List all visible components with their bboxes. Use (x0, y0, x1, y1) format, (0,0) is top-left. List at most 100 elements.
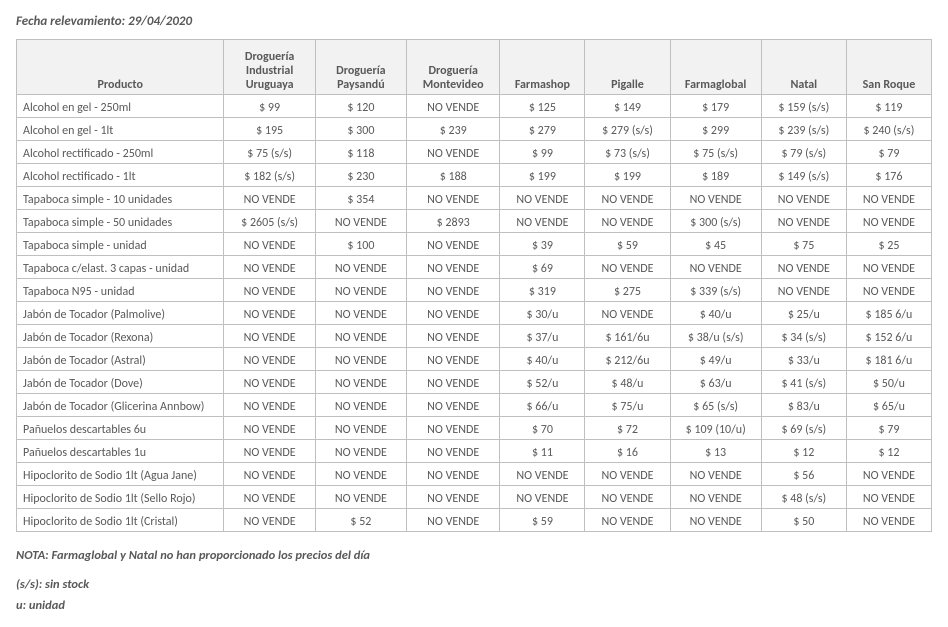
price-cell: $ 73 (s/s) (585, 141, 670, 164)
price-cell: $ 109 (10/u) (670, 417, 761, 440)
table-row: Jabón de Tocador (Glicerina Annbow)NO VE… (17, 394, 932, 417)
col-header-product: Producto (17, 40, 224, 95)
price-cell: NO VENDE (315, 210, 406, 233)
col-header-store: Droguería Industrial Uruguaya (224, 40, 315, 95)
price-cell: $ 199 (585, 164, 670, 187)
price-cell: NO VENDE (224, 394, 315, 417)
price-cell: NO VENDE (315, 348, 406, 371)
price-cell: NO VENDE (407, 187, 500, 210)
table-row: Tapaboca simple - 10 unidadesNO VENDE$ 3… (17, 187, 932, 210)
product-cell: Hipoclorito de Sodio 1lt (Cristal) (17, 509, 224, 532)
price-cell: NO VENDE (407, 417, 500, 440)
table-row: Alcohol en gel - 250ml$ 99$ 120NO VENDE$… (17, 95, 932, 118)
col-header-store: San Roque (846, 40, 931, 95)
product-cell: Alcohol rectificado - 250ml (17, 141, 224, 164)
product-cell: Tapaboca c/elast. 3 capas - unidad (17, 256, 224, 279)
table-row: Tapaboca N95 - unidadNO VENDENO VENDENO … (17, 279, 932, 302)
price-cell: NO VENDE (224, 463, 315, 486)
price-cell: $ 63/u (670, 371, 761, 394)
price-cell: $ 50/u (846, 371, 931, 394)
price-cell: $ 279 (500, 118, 585, 141)
price-cell: NO VENDE (761, 187, 846, 210)
price-cell: NO VENDE (761, 256, 846, 279)
price-cell: NO VENDE (407, 371, 500, 394)
price-cell: $ 12 (761, 440, 846, 463)
price-cell: NO VENDE (585, 509, 670, 532)
price-cell: $ 25 (846, 233, 931, 256)
price-cell: $ 120 (315, 95, 406, 118)
survey-date-value: 29/04/2020 (128, 14, 192, 29)
price-cell: NO VENDE (585, 302, 670, 325)
price-cell: $ 176 (846, 164, 931, 187)
price-cell: $ 199 (500, 164, 585, 187)
col-header-store: Farmaglobal (670, 40, 761, 95)
price-cell: NO VENDE (670, 256, 761, 279)
price-cell: $ 275 (585, 279, 670, 302)
price-cell: NO VENDE (315, 325, 406, 348)
price-cell: $ 2605 (s/s) (224, 210, 315, 233)
price-cell: $ 279 (s/s) (585, 118, 670, 141)
price-cell: $ 182 (s/s) (224, 164, 315, 187)
price-cell: $ 79 (s/s) (761, 141, 846, 164)
price-cell: $ 75/u (585, 394, 670, 417)
price-cell: $ 230 (315, 164, 406, 187)
price-cell: NO VENDE (846, 279, 931, 302)
price-cell: $ 79 (846, 141, 931, 164)
price-cell: NO VENDE (761, 210, 846, 233)
price-cell: $ 75 (s/s) (224, 141, 315, 164)
price-cell: NO VENDE (224, 486, 315, 509)
price-cell: $ 188 (407, 164, 500, 187)
product-cell: Tapaboca simple - 10 unidades (17, 187, 224, 210)
price-cell: $ 59 (585, 233, 670, 256)
price-cell: $ 40/u (670, 302, 761, 325)
table-row: Jabón de Tocador (Dove)NO VENDENO VENDEN… (17, 371, 932, 394)
price-cell: NO VENDE (407, 325, 500, 348)
price-cell: $ 181 6/u (846, 348, 931, 371)
price-cell: $ 189 (670, 164, 761, 187)
price-cell: $ 39 (500, 233, 585, 256)
product-cell: Alcohol en gel - 250ml (17, 95, 224, 118)
table-row: Pañuelos descartables 6uNO VENDENO VENDE… (17, 417, 932, 440)
price-cell: NO VENDE (407, 141, 500, 164)
price-cell: NO VENDE (670, 187, 761, 210)
price-cell: $ 72 (585, 417, 670, 440)
legend-u: u: unidad (16, 598, 932, 613)
price-cell: NO VENDE (500, 210, 585, 233)
price-cell: $ 100 (315, 233, 406, 256)
price-cell: $ 161/6u (585, 325, 670, 348)
price-cell: $ 52/u (500, 371, 585, 394)
price-cell: $ 30/u (500, 302, 585, 325)
table-body: Alcohol en gel - 250ml$ 99$ 120NO VENDE$… (17, 95, 932, 532)
price-cell: NO VENDE (224, 348, 315, 371)
price-cell: $ 149 (585, 95, 670, 118)
product-cell: Jabón de Tocador (Dove) (17, 371, 224, 394)
price-cell: $ 37/u (500, 325, 585, 348)
table-row: Alcohol rectificado - 250ml$ 75 (s/s)$ 1… (17, 141, 932, 164)
price-cell: $ 70 (500, 417, 585, 440)
product-cell: Pañuelos descartables 1u (17, 440, 224, 463)
price-cell: $ 300 (s/s) (670, 210, 761, 233)
product-cell: Hipoclorito de Sodio 1lt (Sello Rojo) (17, 486, 224, 509)
price-cell: NO VENDE (407, 394, 500, 417)
price-cell: $ 13 (670, 440, 761, 463)
price-cell: $ 2893 (407, 210, 500, 233)
price-cell: $ 34 (s/s) (761, 325, 846, 348)
price-cell: $ 52 (315, 509, 406, 532)
price-cell: NO VENDE (500, 187, 585, 210)
price-cell: NO VENDE (500, 486, 585, 509)
price-cell: NO VENDE (407, 233, 500, 256)
table-row: Jabón de Tocador (Astral)NO VENDENO VEND… (17, 348, 932, 371)
price-cell: NO VENDE (224, 371, 315, 394)
product-cell: Tapaboca simple - 50 unidades (17, 210, 224, 233)
price-cell: NO VENDE (407, 348, 500, 371)
table-row: Alcohol rectificado - 1lt$ 182 (s/s)$ 23… (17, 164, 932, 187)
price-cell: NO VENDE (585, 210, 670, 233)
product-cell: Jabón de Tocador (Palmolive) (17, 302, 224, 325)
price-cell: $ 79 (846, 417, 931, 440)
col-header-store: Natal (761, 40, 846, 95)
price-cell: $ 11 (500, 440, 585, 463)
table-row: Alcohol en gel - 1lt$ 195$ 300$ 239$ 279… (17, 118, 932, 141)
price-cell: $ 354 (315, 187, 406, 210)
price-cell: $ 185 6/u (846, 302, 931, 325)
price-cell: NO VENDE (315, 417, 406, 440)
